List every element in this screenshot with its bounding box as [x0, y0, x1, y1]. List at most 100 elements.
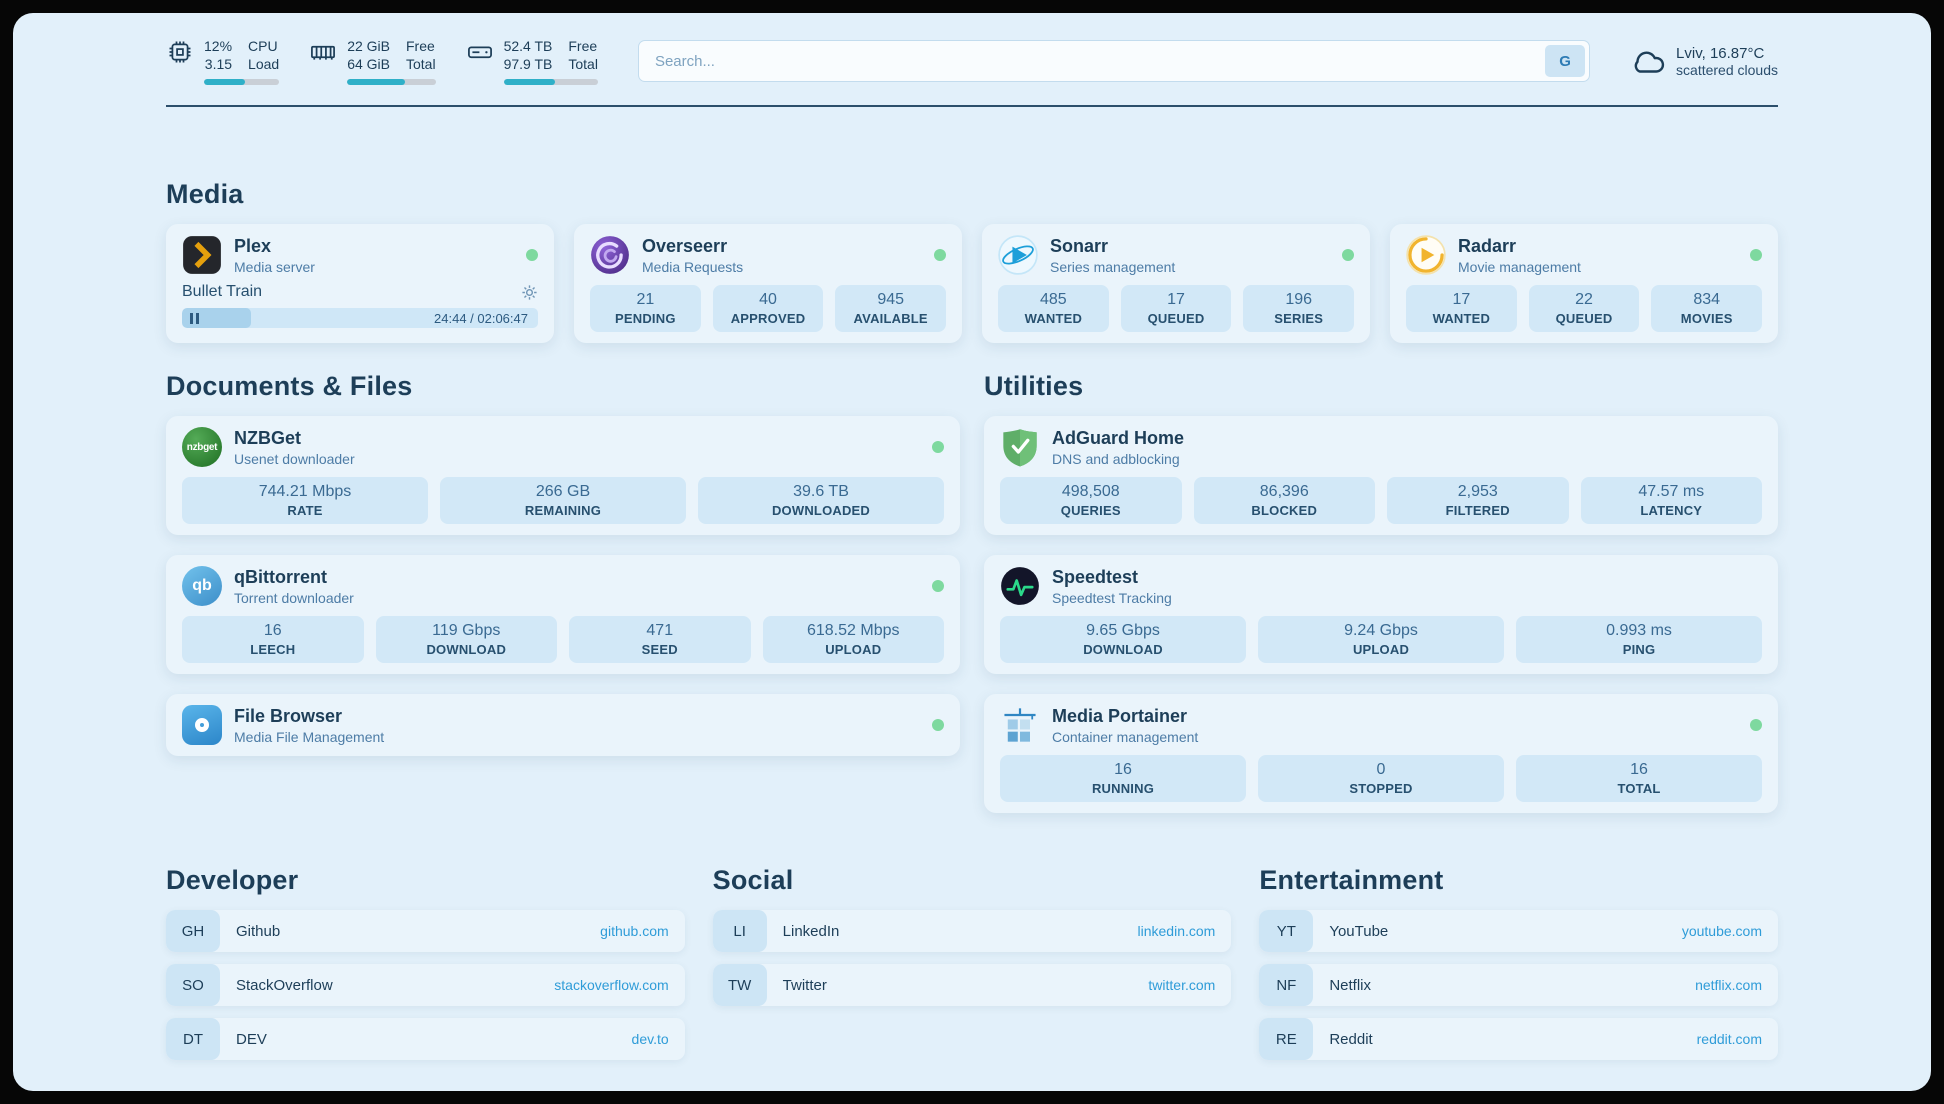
bookmark-name: Twitter [782, 976, 827, 994]
plex-link[interactable]: Plex Media server [182, 235, 538, 275]
stat-label: QUERIES [1060, 503, 1121, 519]
radarr-link[interactable]: Radarr Movie management [1406, 235, 1762, 276]
bookmark-youtube[interactable]: YT YouTube youtube.com [1259, 910, 1778, 953]
stat-label: UPLOAD [1352, 642, 1410, 658]
nzbget-icon: nzbget [182, 427, 222, 468]
portainer-link[interactable]: Media Portainer Container management [1000, 705, 1762, 745]
search-input[interactable] [642, 52, 1546, 70]
cpu-chip-icon [166, 38, 194, 66]
memory-icon [309, 38, 337, 66]
bookmark-domain: netflix.com [1695, 977, 1762, 994]
topbar-divider [166, 105, 1778, 108]
dashboard-window: 12% 3.15 CPU Load [13, 13, 1931, 1091]
search-provider-button[interactable]: G [1545, 45, 1586, 78]
stat-label: DOWNLOAD [426, 642, 507, 658]
utilities-section: Utilities AdGuard Home [984, 371, 1778, 814]
service-title: File Browser [234, 705, 343, 726]
ram-total-label: Total [406, 56, 436, 73]
stat-label: MOVIES [1680, 311, 1733, 327]
cpu-load-value: 3.15 [204, 56, 233, 73]
portainer-card: Media Portainer Container management 16 … [984, 694, 1778, 814]
stat-box: 196 SERIES [1243, 285, 1355, 333]
bookmark-name: YouTube [1329, 922, 1389, 940]
stat-box: 39.6 TB DOWNLOADED [698, 477, 944, 525]
stat-box: 40 APPROVED [712, 285, 824, 333]
service-title: qBittorrent [234, 566, 327, 587]
nzbget-card: nzbget NZBGet Usenet downloader 744.21 M… [166, 416, 960, 536]
now-playing-title: Bullet Train [182, 283, 263, 301]
stat-label: WANTED [1024, 311, 1083, 327]
stat-label: WANTED [1432, 311, 1491, 327]
stat-label: LATENCY [1640, 503, 1703, 519]
stat-label: SERIES [1274, 311, 1324, 327]
stat-box: 9.24 Gbps UPLOAD [1258, 616, 1504, 664]
status-online-dot [1750, 249, 1762, 262]
filebrowser-card: File Browser Media File Management [166, 694, 960, 757]
qbittorrent-card: qb qBittorrent Torrent downloader 16 LEE… [166, 555, 960, 675]
bookmark-domain: dev.to [631, 1031, 669, 1048]
bookmark-netflix[interactable]: NF Netflix netflix.com [1259, 964, 1778, 1007]
stat-label: DOWNLOADED [771, 503, 871, 519]
nzbget-link[interactable]: nzbget NZBGet Usenet downloader [182, 427, 944, 468]
bookmark-dev[interactable]: DT DEV dev.to [166, 1018, 685, 1061]
hard-drive-icon [466, 38, 494, 66]
qbittorrent-link[interactable]: qb qBittorrent Torrent downloader [182, 566, 944, 607]
bookmark-domain: linkedin.com [1137, 923, 1216, 940]
pause-icon[interactable] [190, 312, 199, 324]
dashboard-content: 12% 3.15 CPU Load [166, 13, 1778, 1091]
cpu-label: CPU [248, 38, 278, 54]
stat-value: 119 Gbps [432, 622, 501, 640]
stat-value: 196 [1285, 291, 1313, 309]
weather-location: Lviv, 16.87°C [1676, 44, 1765, 62]
bookmark-domain: youtube.com [1681, 923, 1762, 940]
radarr-card: Radarr Movie management 17 WANTED 22 QUE… [1390, 224, 1778, 344]
stat-label: AVAILABLE [853, 311, 928, 327]
service-subtitle: Container management [1052, 728, 1199, 745]
service-title: Sonarr [1050, 235, 1109, 256]
stat-value: 40 [759, 291, 777, 309]
stat-value: 9.65 Gbps [1086, 622, 1160, 640]
sonarr-card: Sonarr Series management 485 WANTED 17 Q… [982, 224, 1370, 344]
overseerr-link[interactable]: Overseerr Media Requests [590, 235, 946, 275]
bookmark-stackoverflow[interactable]: SO StackOverflow stackoverflow.com [166, 964, 685, 1007]
playback-time: 24:44 / 02:06:47 [434, 310, 528, 326]
bookmark-linkedin[interactable]: LI LinkedIn linkedin.com [712, 910, 1232, 953]
cloud-icon [1630, 43, 1666, 79]
bookmark-github[interactable]: GH Github github.com [166, 910, 685, 953]
stat-label: PING [1622, 642, 1656, 658]
stat-value: 22 [1575, 291, 1593, 309]
stat-value: 2,953 [1457, 483, 1498, 501]
sonarr-link[interactable]: Sonarr Series management [998, 235, 1354, 276]
stat-box: 471 SEED [569, 616, 751, 664]
portainer-icon [1000, 705, 1040, 745]
stat-box: 945 AVAILABLE [835, 285, 947, 333]
stat-box: 16 RUNNING [1000, 755, 1246, 803]
stat-box: 86,396 BLOCKED [1193, 477, 1375, 525]
qbittorrent-icon-text: qb [192, 577, 212, 595]
cpu-widget: 12% 3.15 CPU Load [166, 37, 280, 86]
entertainment-section-title: Entertainment [1259, 865, 1444, 896]
bookmark-name: Netflix [1329, 976, 1372, 994]
bookmark-domain: twitter.com [1148, 977, 1216, 994]
overseerr-icon [590, 235, 630, 275]
bookmark-name: StackOverflow [236, 976, 333, 994]
stat-label: APPROVED [730, 311, 806, 327]
bookmark-reddit[interactable]: RE Reddit reddit.com [1259, 1018, 1778, 1061]
media-section-title: Media [166, 179, 244, 210]
bookmark-abbr: YT [1259, 910, 1314, 953]
adguard-link[interactable]: AdGuard Home DNS and adblocking [1000, 427, 1762, 467]
stat-value: 0 [1376, 761, 1386, 779]
stat-label: FILTERED [1445, 503, 1510, 519]
bookmark-abbr: DT [166, 1018, 220, 1061]
bookmark-twitter[interactable]: TW Twitter twitter.com [712, 964, 1232, 1007]
speedtest-link[interactable]: Speedtest Speedtest Tracking [1000, 566, 1762, 606]
ram-free-label: Free [406, 38, 435, 54]
filebrowser-link[interactable]: File Browser Media File Management [182, 705, 944, 746]
plex-now-playing: Bullet Train [182, 283, 538, 329]
stat-value: 86,396 [1259, 483, 1309, 501]
playback-progress-bar[interactable]: 24:44 / 02:06:47 [182, 308, 538, 329]
gear-icon[interactable] [521, 284, 538, 301]
stat-value: 618.52 Mbps [806, 622, 900, 640]
stat-box: 266 GB REMAINING [440, 477, 686, 525]
stat-box: 119 Gbps DOWNLOAD [375, 616, 557, 664]
